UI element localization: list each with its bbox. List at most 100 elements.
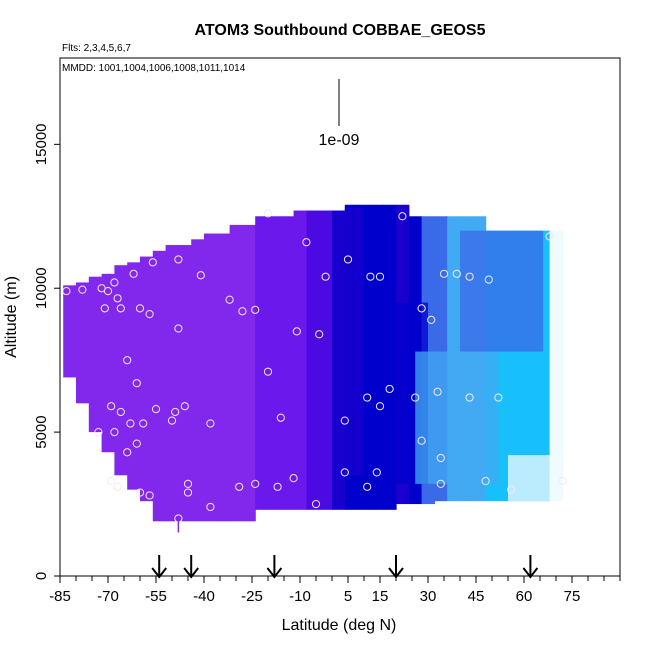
heatmap-column <box>88 276 103 433</box>
data-point <box>263 367 273 376</box>
data-point <box>196 271 205 280</box>
heatmap-column <box>549 230 563 502</box>
data-point <box>366 272 375 281</box>
data-point <box>411 393 420 402</box>
heatmap-column <box>229 224 243 522</box>
data-point <box>251 479 260 489</box>
arrow-head <box>183 567 199 579</box>
data-point <box>363 482 372 491</box>
arrow-head <box>388 567 404 579</box>
heatmap-column <box>204 233 218 522</box>
x-tick-label: 15 <box>372 588 389 605</box>
data-point <box>427 315 436 324</box>
data-point <box>174 324 183 333</box>
data-point <box>180 402 189 411</box>
data-point <box>132 379 141 388</box>
data-point <box>145 491 154 500</box>
data-point <box>78 285 87 294</box>
data-point <box>340 416 349 425</box>
data-point <box>113 482 122 491</box>
data-point <box>183 479 193 489</box>
heatmap-region <box>344 207 364 476</box>
x-tick-label: -70 <box>97 588 119 605</box>
data-point <box>135 304 145 313</box>
heatmap-column <box>306 210 320 510</box>
data-point <box>452 269 461 278</box>
heatmap-column <box>140 256 154 502</box>
heatmap-region <box>508 455 560 502</box>
x-axis-label: Latitude (deg N) <box>282 617 397 634</box>
plot-frame <box>59 57 621 577</box>
heatmap-column <box>152 250 167 522</box>
x-tick-label: -40 <box>193 588 215 605</box>
y-tick-label: 0 <box>33 572 50 580</box>
flights-subtitle: Flts: 2,3,4,5,6,7 <box>62 43 131 54</box>
data-point <box>439 269 449 278</box>
data-point <box>433 387 442 396</box>
heatmap-column <box>101 273 115 453</box>
heatmap-column <box>216 233 231 522</box>
heatmap-region <box>415 351 499 484</box>
x-tick-label: 60 <box>516 588 533 605</box>
data-point <box>103 287 113 296</box>
data-point <box>340 468 349 477</box>
data-point <box>206 419 215 428</box>
data-point <box>315 330 324 339</box>
data-point <box>302 238 311 247</box>
data-point <box>465 393 474 402</box>
data-point <box>107 402 116 411</box>
heatmap-column <box>127 262 141 490</box>
data-point <box>148 258 157 267</box>
data-point <box>235 482 244 491</box>
data-point <box>123 448 132 457</box>
data-point <box>481 476 490 486</box>
heatmap-column <box>242 224 256 522</box>
data-point <box>289 474 298 483</box>
chart-title: ATOM3 Southbound COBBAE_GEOS5 <box>195 22 486 39</box>
heatmap-region <box>460 230 544 352</box>
data-point <box>94 428 103 437</box>
scale-label: 1e-09 <box>319 132 360 149</box>
y-axis: 0 5000 10000 15000 <box>33 123 60 580</box>
data-point <box>507 485 516 494</box>
x-tick-label: -85 <box>49 588 71 605</box>
heatmap-column <box>383 204 397 510</box>
data-point <box>110 278 119 287</box>
data-point <box>171 407 180 417</box>
heatmap-column <box>165 245 179 522</box>
y-tick-label: 10000 <box>33 267 50 309</box>
data-point <box>62 287 71 296</box>
data-point <box>375 402 385 411</box>
heatmap-column <box>280 216 295 510</box>
arrow-head <box>522 567 539 579</box>
data-point <box>132 439 141 448</box>
heatmap-column <box>370 204 384 510</box>
data-point <box>436 479 445 489</box>
heatmap-column <box>63 285 77 378</box>
dates-subtitle: MMDD: 1001,1004,1006,1008,1011,1014 <box>62 63 246 74</box>
data-point <box>311 499 321 509</box>
x-tick-label: -55 <box>145 588 167 605</box>
data-point <box>145 310 154 319</box>
data-point <box>363 393 372 402</box>
data-point <box>129 269 138 278</box>
data-point <box>238 307 247 316</box>
heatmap-column <box>332 210 346 510</box>
data-point <box>206 502 215 512</box>
x-tick-label: 30 <box>420 588 437 605</box>
observation-points <box>62 209 567 533</box>
y-axis-label: Altitude (m) <box>3 276 20 358</box>
data-point <box>321 272 330 281</box>
heatmap-column <box>191 239 205 522</box>
data-point <box>107 476 116 486</box>
data-point <box>251 305 260 314</box>
data-point <box>465 272 474 281</box>
x-tick-label: 75 <box>564 588 581 605</box>
data-point <box>398 212 407 221</box>
data-point <box>263 209 273 218</box>
x-axis: -85 -70 -55 -40 -25 -10 5 15 30 45 60 75 <box>49 576 621 605</box>
data-point <box>417 304 426 313</box>
data-point <box>116 304 125 313</box>
data-point <box>558 476 567 486</box>
heatmap-cells <box>63 204 563 522</box>
